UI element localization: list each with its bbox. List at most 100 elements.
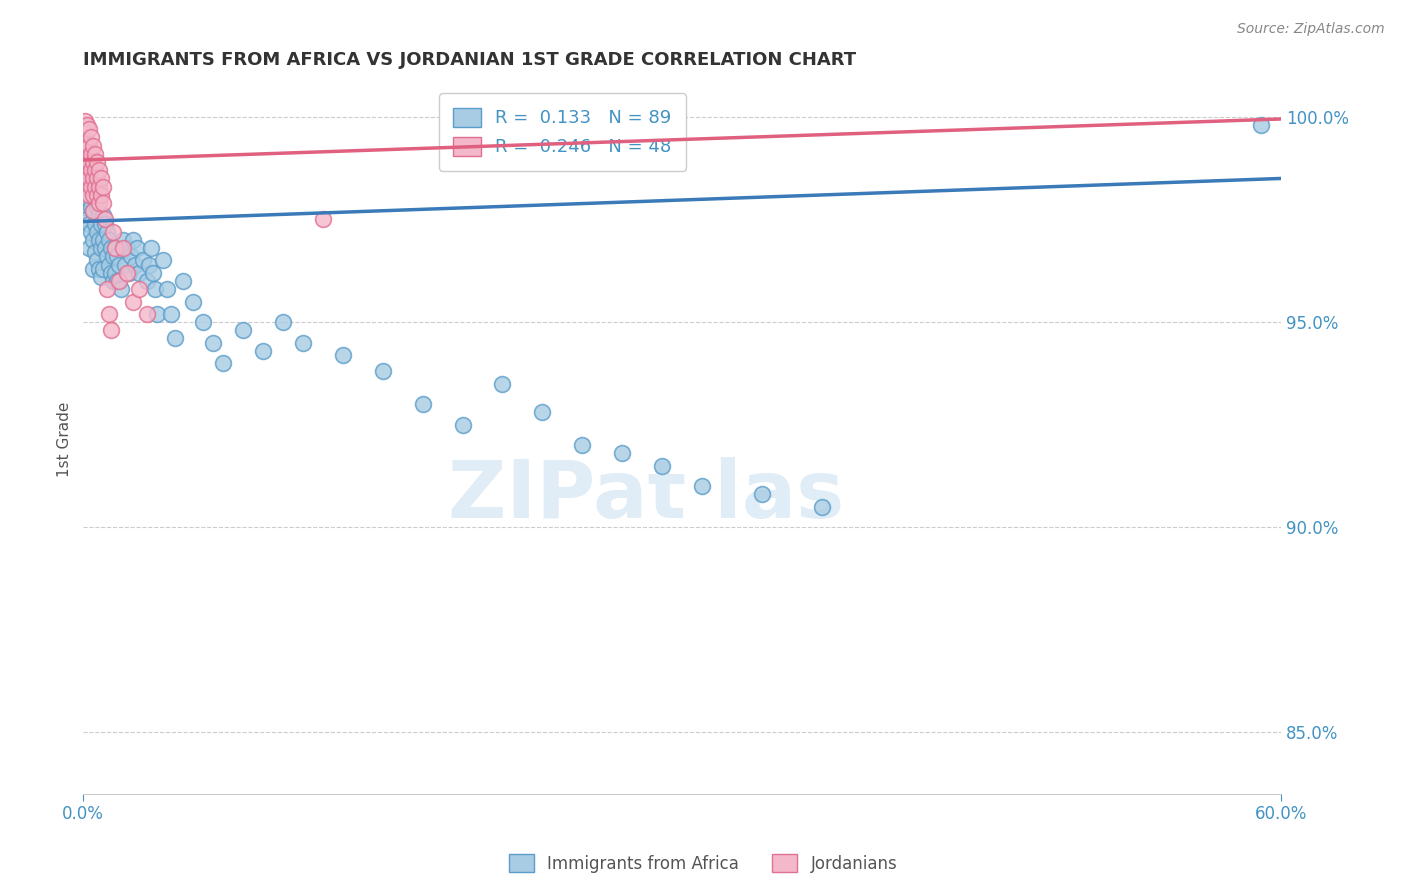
Point (84, 146, 107, 161)
Point (77, 159, 100, 173)
Point (371, 364, 394, 378)
Point (152, 253, 174, 268)
Legend: Immigrants from Africa, Jordanians: Immigrants from Africa, Jordanians (502, 847, 904, 880)
Point (105, 274, 128, 288)
Point (332, 348, 354, 362)
Point (1250, 118, 1272, 132)
Point (91, 233, 114, 247)
Point (291, 335, 314, 350)
Text: IMMIGRANTS FROM AFRICA VS JORDANIAN 1ST GRADE CORRELATION CHART: IMMIGRANTS FROM AFRICA VS JORDANIAN 1ST … (83, 51, 856, 69)
Point (89, 208, 111, 222)
Point (104, 266, 127, 280)
Point (104, 241, 127, 255)
Point (232, 323, 254, 337)
Point (103, 274, 125, 288)
Point (75, 200, 97, 214)
Point (75, 171, 97, 186)
Point (86, 187, 108, 202)
Point (77, 192, 100, 206)
Point (84, 192, 107, 206)
Point (115, 266, 138, 280)
Point (80, 146, 103, 161)
Point (82, 155, 104, 169)
Point (122, 294, 145, 309)
Point (143, 282, 166, 296)
Point (76, 184, 98, 198)
Point (86, 253, 108, 268)
Point (110, 282, 132, 296)
Point (76, 212, 98, 227)
Point (80, 225, 103, 239)
Point (84, 163, 107, 178)
Point (105, 249, 128, 263)
Point (98, 258, 121, 272)
Point (100, 323, 122, 337)
Point (165, 331, 187, 345)
Point (75, 126, 97, 140)
Point (491, 376, 513, 391)
Point (77, 217, 100, 231)
Point (76, 151, 98, 165)
Point (112, 241, 135, 255)
Point (77, 241, 100, 255)
Point (156, 282, 179, 296)
Point (104, 241, 127, 255)
Point (172, 274, 194, 288)
Y-axis label: 1st Grade: 1st Grade (58, 401, 72, 476)
Point (94, 241, 117, 255)
Point (84, 179, 107, 194)
Point (75, 138, 97, 153)
Point (98, 307, 121, 321)
Point (100, 266, 122, 280)
Point (136, 274, 159, 288)
Text: ZIPat las: ZIPat las (449, 457, 845, 534)
Point (90, 171, 112, 186)
Point (146, 307, 169, 321)
Point (76, 135, 98, 149)
Point (82, 233, 104, 247)
Point (690, 479, 713, 493)
Point (128, 266, 150, 280)
Point (100, 241, 122, 255)
Point (90, 269, 112, 284)
Point (103, 225, 125, 239)
Point (77, 138, 100, 153)
Point (82, 204, 104, 219)
Point (82, 187, 104, 202)
Point (89, 196, 111, 211)
Point (75, 114, 97, 128)
Point (80, 171, 103, 186)
Point (90, 187, 112, 202)
Text: Source: ZipAtlas.com: Source: ZipAtlas.com (1237, 22, 1385, 37)
Point (651, 458, 673, 473)
Point (80, 200, 103, 214)
Point (96, 225, 118, 239)
Point (94, 212, 117, 227)
Point (451, 417, 474, 432)
Point (138, 258, 160, 272)
Point (112, 233, 135, 247)
Point (122, 233, 145, 247)
Point (90, 241, 112, 255)
Point (82, 176, 104, 190)
Point (89, 163, 111, 178)
Point (76, 163, 98, 178)
Point (77, 155, 100, 169)
Point (86, 200, 108, 214)
Point (751, 487, 773, 501)
Point (86, 155, 108, 169)
Point (612, 446, 634, 460)
Point (77, 122, 100, 136)
Point (80, 130, 103, 145)
Point (142, 266, 165, 280)
Point (82, 171, 104, 186)
Point (120, 249, 142, 263)
Point (96, 249, 118, 263)
Point (91, 261, 114, 276)
Point (76, 151, 98, 165)
Point (96, 282, 118, 296)
Point (312, 212, 335, 227)
Point (108, 258, 131, 272)
Point (91, 179, 114, 194)
Point (571, 438, 593, 452)
